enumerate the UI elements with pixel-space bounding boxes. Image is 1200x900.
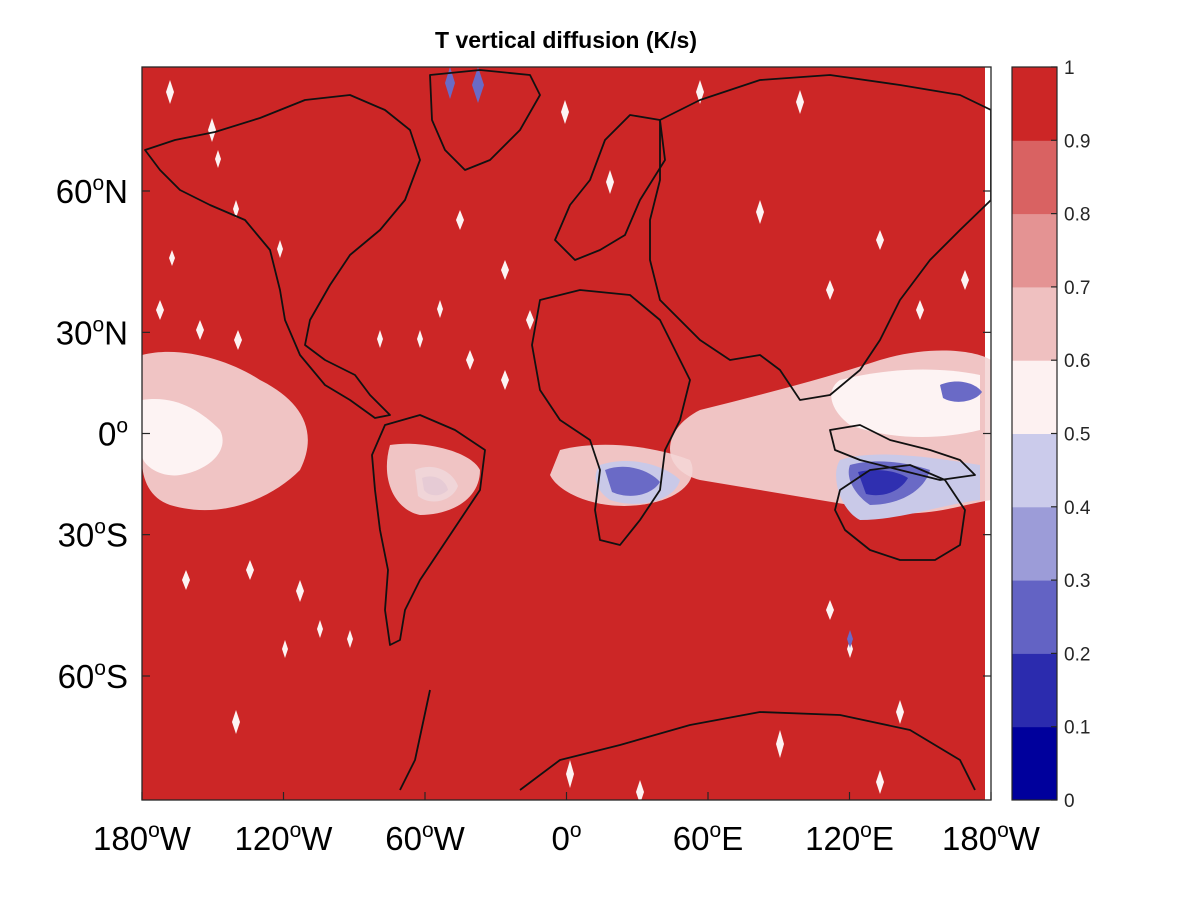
colorbar-tick-label: 1 [1064,58,1075,79]
x-tick-label: 180oW [942,819,1041,857]
colorbar-segment [1012,140,1057,215]
asia-coastline [649,74,991,401]
colorbar-segment [1012,360,1057,434]
greenland-coastline [429,69,541,171]
south-america-coastline [371,414,486,646]
colorbar-segment [1012,433,1057,508]
colorbar-tick-label: 0.5 [1064,425,1090,446]
y-tick-label: 60oS [58,657,128,695]
map-title: T vertical diffusion (K/s) [435,27,697,53]
x-tick-label: 120oE [805,819,894,857]
colorbar-segment [1012,726,1057,801]
coastlines [144,69,991,791]
colorbar-segment [1012,67,1057,141]
colorbar-tick-label: 0.1 [1064,718,1090,739]
x-tick-label: 120oW [235,819,334,857]
y-tick-label: 30oN [56,313,128,351]
colorbar-tick-label: 0.2 [1064,644,1090,665]
x-axis: 180oW 120oW 60oW 0o 60oE 120oE 180oW [93,819,1041,857]
y-tick-label: 30oS [58,516,128,554]
colorbar-tick-label: 0.3 [1064,571,1090,592]
europe-coastline [554,114,666,261]
map-area [142,67,991,800]
map-frame [141,66,992,801]
colorbar-segment [1012,580,1057,654]
colorbar-tick-label: 0.9 [1064,131,1090,152]
y-axis: 60oN 30oN 0o 30oS 60oS [56,172,128,695]
scattered-artifacts [156,67,969,800]
colorbar-segment [1012,213,1057,288]
africa-coastline [531,289,691,546]
y-tick-label: 0o [98,415,128,453]
colorbar-tick-label: 0 [1064,791,1075,812]
frame-ticks [141,190,992,800]
colorbar-segment [1012,653,1057,728]
x-tick-label: 180oW [93,819,192,857]
colorbar: 0 0.1 0.2 0.3 0.4 0.5 0.6 0.7 0.8 0.9 1 [1011,58,1091,812]
x-tick-label: 0o [551,819,581,857]
antarctica-coastline [399,689,976,791]
colorbar-tick-label: 0.4 [1064,498,1091,519]
colorbar-tick-label: 0.8 [1064,205,1090,226]
tropical-band [142,350,991,520]
x-tick-label: 60oW [385,819,465,857]
north-america-coastline [144,94,421,419]
colorbar-segment [1012,286,1057,361]
y-tick-label: 60oN [56,172,128,210]
x-tick-label: 60oE [673,819,743,857]
colorbar-tick-label: 0.7 [1064,278,1090,299]
australia-coastline [834,464,966,561]
indonesia-coastline [829,424,976,481]
colorbar-segment [1012,506,1057,581]
colorbar-tick-label: 0.6 [1064,351,1090,372]
